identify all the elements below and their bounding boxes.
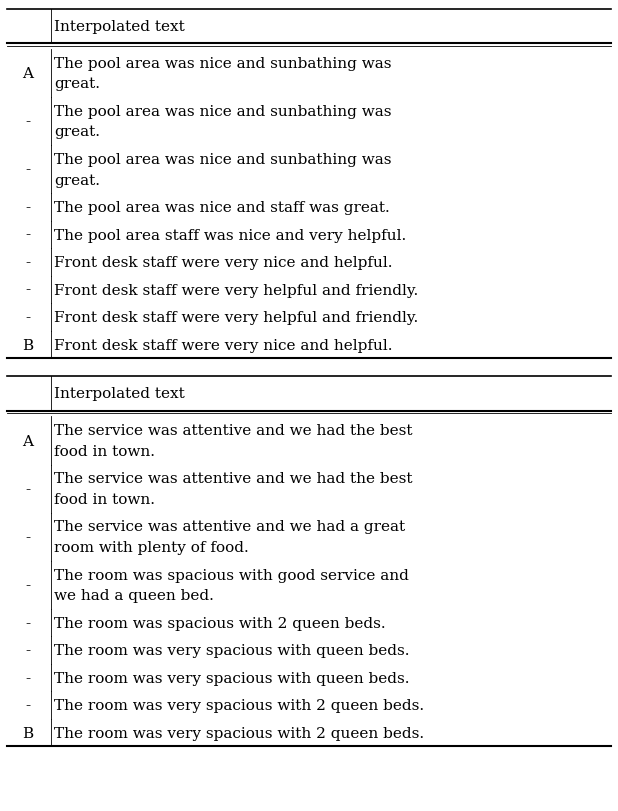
- Text: -: -: [25, 229, 30, 242]
- Text: The service was attentive and we had the best: The service was attentive and we had the…: [54, 472, 413, 486]
- Text: The room was very spacious with queen beds.: The room was very spacious with queen be…: [54, 671, 410, 684]
- Text: The pool area was nice and staff was great.: The pool area was nice and staff was gre…: [54, 201, 390, 215]
- Text: -: -: [25, 643, 30, 658]
- Text: we had a queen bed.: we had a queen bed.: [54, 589, 214, 603]
- Text: great.: great.: [54, 77, 100, 92]
- Text: The service was attentive and we had a great: The service was attentive and we had a g…: [54, 520, 405, 534]
- Text: -: -: [25, 530, 30, 544]
- Text: The room was very spacious with 2 queen beds.: The room was very spacious with 2 queen …: [54, 726, 425, 740]
- Text: food in town.: food in town.: [54, 492, 155, 506]
- Text: -: -: [25, 255, 30, 270]
- Text: A: A: [22, 434, 33, 448]
- Text: The room was very spacious with 2 queen beds.: The room was very spacious with 2 queen …: [54, 698, 425, 712]
- Text: -: -: [25, 482, 30, 496]
- Text: The service was attentive and we had the best: The service was attentive and we had the…: [54, 423, 413, 438]
- Text: -: -: [25, 115, 30, 129]
- Text: The room was spacious with 2 queen beds.: The room was spacious with 2 queen beds.: [54, 616, 386, 630]
- Text: Front desk staff were very helpful and friendly.: Front desk staff were very helpful and f…: [54, 283, 418, 298]
- Text: -: -: [25, 311, 30, 324]
- Text: -: -: [25, 163, 30, 177]
- Text: -: -: [25, 671, 30, 684]
- Text: The room was spacious with good service and: The room was spacious with good service …: [54, 568, 409, 581]
- Text: A: A: [22, 67, 33, 81]
- Text: B: B: [22, 726, 33, 740]
- Text: The room was very spacious with queen beds.: The room was very spacious with queen be…: [54, 643, 410, 658]
- Text: -: -: [25, 283, 30, 298]
- Text: Interpolated text: Interpolated text: [54, 387, 185, 401]
- Text: -: -: [25, 698, 30, 712]
- Text: Interpolated text: Interpolated text: [54, 20, 185, 34]
- Text: Front desk staff were very nice and helpful.: Front desk staff were very nice and help…: [54, 338, 393, 352]
- Text: The pool area was nice and sunbathing was: The pool area was nice and sunbathing wa…: [54, 105, 392, 118]
- Text: food in town.: food in town.: [54, 444, 155, 458]
- Text: The pool area was nice and sunbathing was: The pool area was nice and sunbathing wa…: [54, 57, 392, 71]
- Text: Front desk staff were very nice and helpful.: Front desk staff were very nice and help…: [54, 255, 393, 270]
- Text: great.: great.: [54, 174, 100, 187]
- Text: -: -: [25, 201, 30, 215]
- Text: The pool area was nice and sunbathing was: The pool area was nice and sunbathing wa…: [54, 152, 392, 167]
- Text: -: -: [25, 578, 30, 592]
- Text: The pool area staff was nice and very helpful.: The pool area staff was nice and very he…: [54, 229, 407, 242]
- Text: B: B: [22, 338, 33, 352]
- Text: great.: great.: [54, 126, 100, 139]
- Text: room with plenty of food.: room with plenty of food.: [54, 540, 249, 555]
- Text: -: -: [25, 616, 30, 630]
- Text: Front desk staff were very helpful and friendly.: Front desk staff were very helpful and f…: [54, 311, 418, 324]
